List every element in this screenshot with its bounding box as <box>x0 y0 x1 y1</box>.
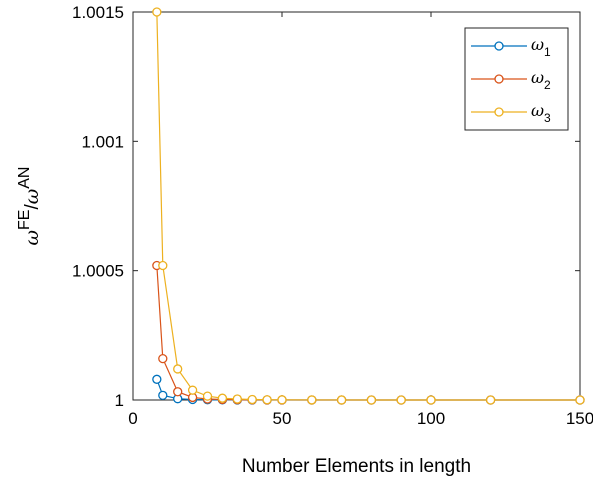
legend-entries: ω1 ω2 ω3 <box>471 35 551 125</box>
legend: ω1 ω2 ω3 <box>464 27 569 131</box>
legend-marker <box>494 107 504 117</box>
series-point <box>152 7 162 17</box>
series-point <box>202 391 213 401</box>
legend-marker <box>494 41 504 51</box>
series-point <box>366 395 377 405</box>
y-label-omega-den: ω <box>21 189 43 205</box>
legend-label: ω3 <box>531 101 551 125</box>
series-point <box>158 260 168 271</box>
series-point <box>152 374 162 384</box>
series-point <box>277 395 287 405</box>
y-label-slash: / <box>22 204 43 210</box>
series-point <box>262 395 272 405</box>
series-point <box>217 393 228 403</box>
y-axis-label: ωFE/ωAN <box>16 167 43 246</box>
x-tick-label: 150 <box>566 409 593 428</box>
y-tick-label: 1.0015 <box>72 3 124 22</box>
series-point <box>307 395 317 405</box>
x-axis-label: Number Elements in length <box>242 456 471 477</box>
x-tick-label: 50 <box>273 409 292 428</box>
legend-marker <box>494 74 504 84</box>
legend-label: ω2 <box>531 68 551 92</box>
series-point <box>426 395 436 405</box>
series-point <box>247 394 257 405</box>
series-point <box>187 385 198 395</box>
series-point <box>396 395 406 405</box>
svg-text:ωFE/ωAN: ωFE/ωAN <box>16 167 43 246</box>
y-tick-label: 1.0005 <box>72 262 124 281</box>
y-tick-label: 1 <box>115 391 124 410</box>
legend-label: ω1 <box>531 35 551 59</box>
series-point <box>158 353 168 364</box>
series-point <box>173 387 183 397</box>
y-label-omega: ω <box>21 230 43 246</box>
axis-ticks: 0 50 100 150 1 1.0005 1.001 1.0015 <box>72 3 593 428</box>
x-tick-label: 0 <box>128 409 137 428</box>
series-point <box>232 394 242 404</box>
series-point <box>173 364 183 374</box>
series-point <box>575 395 585 405</box>
series-layer <box>152 7 585 405</box>
x-tick-label: 100 <box>417 409 445 428</box>
series-point <box>485 395 496 405</box>
y-label-den-sup: AN <box>16 167 33 189</box>
series-point <box>336 395 347 405</box>
y-tick-label: 1.001 <box>81 132 124 151</box>
y-label-num-sup: FE <box>16 210 33 230</box>
series-point <box>158 390 168 400</box>
